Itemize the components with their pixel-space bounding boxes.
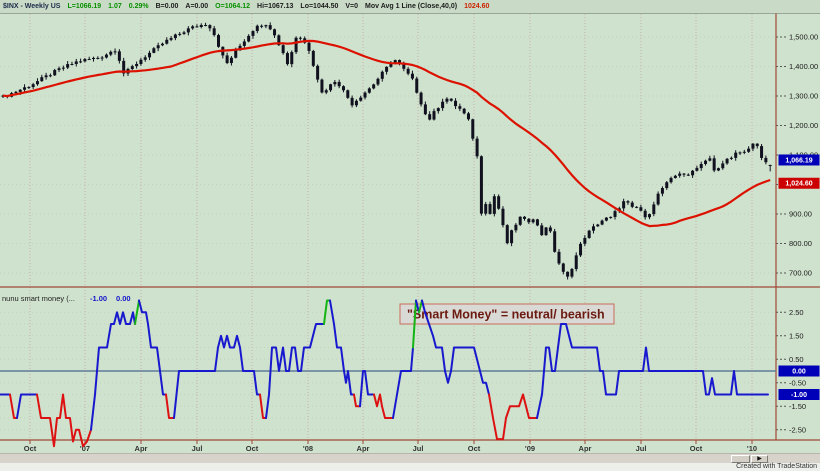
x-tick-label: Oct bbox=[690, 444, 703, 453]
price-candles bbox=[1, 22, 772, 280]
price-tick-label: 1,500.00 bbox=[789, 33, 818, 42]
credit-text: Created with TradeStation bbox=[736, 463, 817, 470]
x-tick-label: Apr bbox=[357, 444, 370, 453]
indicator-value-2: 0.00 bbox=[116, 294, 131, 303]
chart-header: $INX - Weekly US L=1066.19 1.07 0.29% B=0.00… bbox=[0, 0, 820, 13]
x-tick-label: Jul bbox=[413, 444, 424, 453]
price-tick-label: 900.00 bbox=[789, 210, 812, 219]
x-tick-label: Apr bbox=[579, 444, 592, 453]
price-tick-label: 1,400.00 bbox=[789, 62, 818, 71]
price-tick-label: 1,200.00 bbox=[789, 121, 818, 130]
price-tick-label: 1,300.00 bbox=[789, 92, 818, 101]
header-field-10: Mov Avg 1 Line (Close,40,0) bbox=[365, 3, 458, 10]
x-tick-label: '07 bbox=[80, 444, 90, 453]
moving-average-line bbox=[2, 39, 771, 228]
header-field-2: 1.07 bbox=[108, 3, 122, 10]
indicator-tick-label: -0.50 bbox=[789, 378, 806, 387]
x-tick-label: '08 bbox=[303, 444, 313, 453]
price-badge-red: 1,024.60 bbox=[778, 177, 820, 189]
price-badge-blue: 1,066.19 bbox=[778, 154, 820, 166]
indicator-tick-label: 2.50 bbox=[789, 308, 804, 317]
svg-text:0.00: 0.00 bbox=[792, 369, 806, 376]
indicator-badge: 0.00 bbox=[778, 365, 820, 377]
header-field-9: V=0 bbox=[345, 3, 359, 10]
header-field-6: O=1064.12 bbox=[215, 3, 251, 10]
x-tick-label: Apr bbox=[135, 444, 148, 453]
x-tick-label: Jul bbox=[636, 444, 647, 453]
indicator-tick-label: -2.50 bbox=[789, 425, 806, 434]
smart-money-indicator-line bbox=[0, 299, 769, 448]
indicator-tick-label: 0.50 bbox=[789, 355, 804, 364]
header-field-7: Hi=1067.13 bbox=[257, 3, 294, 10]
annotation-box bbox=[399, 303, 615, 325]
x-tick-label: '10 bbox=[747, 444, 757, 453]
vertical-gridlines bbox=[29, 14, 753, 440]
annotation-text: "Smart Money" = neutral/ bearish bbox=[407, 308, 605, 322]
footer-credit: Created with TradeStation bbox=[0, 463, 820, 471]
scrollbar-right-arrow-icon[interactable]: ▶ bbox=[751, 455, 768, 463]
indicator-badge: -1.00 bbox=[778, 389, 820, 400]
header-field-3: 0.29% bbox=[128, 3, 149, 10]
header-field-11: 1024.60 bbox=[464, 3, 490, 10]
x-tick-label: Oct bbox=[246, 444, 259, 453]
price-tick-label: 700.00 bbox=[789, 269, 812, 278]
header-field-5: A=0.00 bbox=[185, 3, 209, 10]
header-field-8: Lo=1044.50 bbox=[300, 3, 339, 10]
svg-text:1,066.19: 1,066.19 bbox=[785, 157, 812, 164]
header-field-0: $INX - Weekly US bbox=[3, 3, 61, 10]
scrollbar-thumb[interactable] bbox=[731, 455, 750, 463]
indicator-header: nunu smart money (... -1.00 0.00 bbox=[2, 294, 131, 303]
x-tick-label: Oct bbox=[24, 444, 37, 453]
svg-text:-1.00: -1.00 bbox=[791, 392, 807, 399]
indicator-tick-label: 1.50 bbox=[789, 331, 804, 340]
svg-text:1,024.60: 1,024.60 bbox=[785, 181, 812, 188]
x-axis-labels: Oct '07 Apr Jul Oct '08 Apr Jul Oct '09 Apr Jul Oct '… bbox=[24, 440, 757, 453]
x-tick-label: '09 bbox=[525, 444, 535, 453]
header-field-1: L=1066.19 bbox=[67, 3, 102, 10]
x-tick-label: Oct bbox=[468, 444, 481, 453]
header-field-4: B=0.00 bbox=[155, 3, 179, 10]
indicator-name-label: nunu smart money (... bbox=[2, 294, 75, 303]
x-tick-label: Jul bbox=[192, 444, 203, 453]
price-tick-label: 800.00 bbox=[789, 239, 812, 248]
indicator-tick-label: -1.50 bbox=[789, 402, 806, 411]
horizontal-scrollbar[interactable]: ▶ bbox=[0, 453, 820, 463]
indicator-value-1: -1.00 bbox=[90, 294, 107, 303]
